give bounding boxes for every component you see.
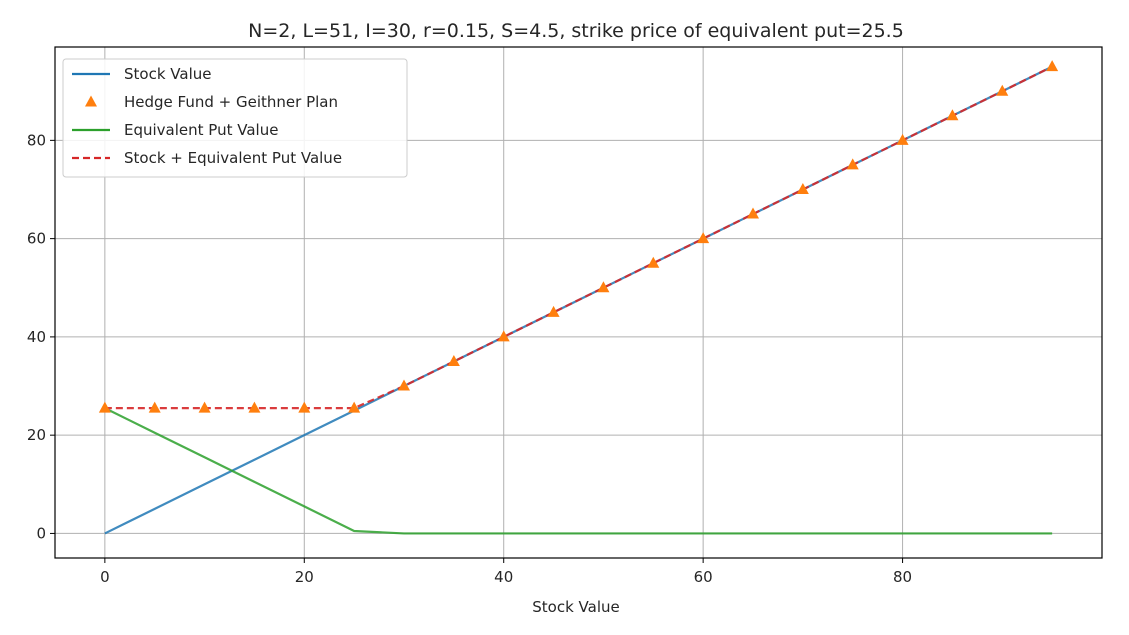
hedge-fund-point	[298, 401, 311, 413]
hedge-fund-point	[846, 158, 859, 170]
x-tick-label: 0	[100, 568, 110, 586]
hedge-fund-point	[896, 133, 909, 145]
chart-title: N=2, L=51, I=30, r=0.15, S=4.5, strike p…	[248, 20, 904, 42]
y-tick-label: 20	[27, 426, 46, 444]
hedge-fund-point	[697, 232, 710, 244]
hedge-fund-point	[647, 256, 660, 268]
y-tick-label: 40	[27, 328, 46, 346]
x-tick-label: 80	[893, 568, 912, 586]
y-tick-label: 60	[27, 230, 46, 248]
legend-marker-triangle	[85, 95, 97, 107]
hedge-fund-point	[747, 207, 759, 219]
hedge-fund-point	[497, 330, 510, 342]
hedge-fund-point	[996, 84, 1009, 96]
y-tick-label: 80	[27, 131, 46, 149]
hedge-fund-point	[248, 401, 261, 413]
x-tick-label: 20	[295, 568, 314, 586]
hedge-fund-point	[148, 401, 161, 413]
legend-label: Stock + Equivalent Put Value	[124, 149, 342, 167]
hedge-fund-point	[447, 354, 460, 366]
equivalent-put-value-line	[104, 407, 1053, 535]
legend-box	[62, 58, 408, 178]
hedge-fund-point	[597, 281, 610, 293]
hedge-fund-markers	[98, 60, 1059, 413]
hedge-fund-point	[198, 401, 211, 413]
legend: Stock Value Hedge Fund + Geithner Plan Equ…	[62, 58, 408, 178]
legend-label: Equivalent Put Value	[124, 121, 278, 139]
x-tick-label: 40	[494, 568, 513, 586]
plot-frame	[54, 46, 1103, 559]
plot-series	[98, 60, 1059, 535]
x-tick-label: 60	[694, 568, 713, 586]
y-tick-label: 0	[36, 524, 46, 542]
hedge-fund-point	[348, 401, 361, 413]
hedge-fund-point	[547, 305, 560, 317]
stock-equivalent-put-value-line	[104, 65, 1053, 410]
legend-label: Hedge Fund + Geithner Plan	[124, 93, 338, 111]
hedge-fund-point	[1046, 60, 1059, 72]
hedge-fund-point	[796, 182, 809, 194]
hedge-fund-point	[946, 109, 959, 121]
legend-label: Stock Value	[124, 65, 211, 83]
x-axis-label: Stock Value	[532, 598, 619, 616]
hedge-fund-point	[398, 379, 410, 391]
axis-ticks: 0 20 40 60 80 0 20 40 60 80	[27, 131, 912, 586]
hedge-fund-point	[98, 401, 111, 413]
